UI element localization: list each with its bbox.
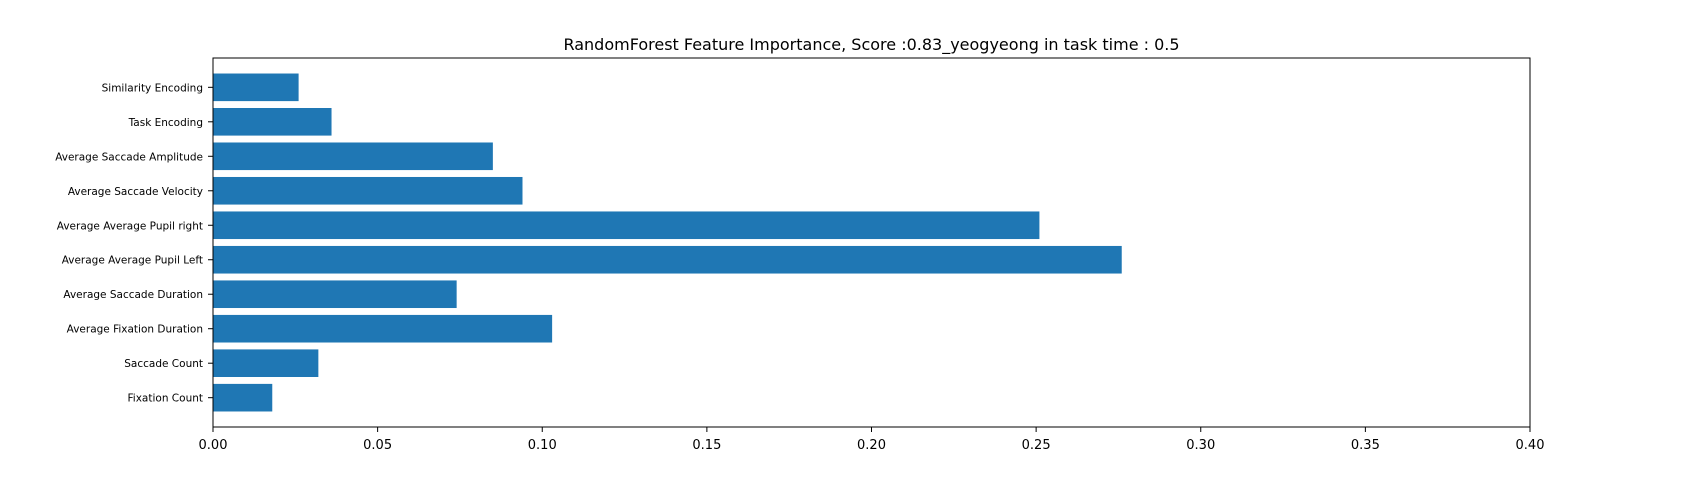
y-tick-label: Similarity Encoding <box>102 82 203 94</box>
y-tick-label: Average Saccade Velocity <box>68 186 203 198</box>
y-tick-label: Average Fixation Duration <box>67 324 203 336</box>
y-tick-label: Average Saccade Amplitude <box>55 151 203 163</box>
x-tick-label: 0.35 <box>1351 438 1380 453</box>
bar-average-saccade-velocity <box>213 176 523 205</box>
bar-average-fixation-duration <box>213 314 553 343</box>
x-tick-label: 0.20 <box>857 438 886 453</box>
x-tick-label: 0.25 <box>1022 438 1051 453</box>
bar-average-saccade-duration <box>213 280 457 309</box>
y-tick-label: Task Encoding <box>128 117 203 129</box>
bar-average-average-pupil-right <box>213 211 1040 240</box>
x-tick-label: 0.30 <box>1186 438 1215 453</box>
y-tick-label: Fixation Count <box>128 393 203 405</box>
bar-task-encoding <box>213 108 332 136</box>
bar-similarity-encoding <box>213 73 299 102</box>
x-tick-label: 0.05 <box>363 438 392 453</box>
x-tick-label: 0.40 <box>1516 438 1545 453</box>
bar-fixation-count <box>213 383 273 412</box>
x-axis-ticks: 0.00 0.05 0.10 0.15 0.20 0.25 0.30 0.35 0.40 <box>199 427 1545 453</box>
axes-frame <box>212 57 1531 428</box>
bar-average-average-pupil-left <box>213 245 1122 274</box>
bar-average-saccade-amplitude <box>213 142 493 171</box>
y-tick-label: Average Saccade Duration <box>63 289 203 301</box>
x-tick-label: 0.15 <box>692 438 721 453</box>
y-axis-ticks: Fixation Count Saccade Count Average Fixat… <box>55 82 213 405</box>
y-tick-label: Average Average Pupil Left <box>62 255 203 267</box>
bar-group <box>213 73 1122 412</box>
x-tick-label: 0.00 <box>199 438 228 453</box>
y-tick-label: Saccade Count <box>124 358 203 370</box>
x-tick-label: 0.10 <box>528 438 557 453</box>
bar-saccade-count <box>213 349 319 377</box>
chart-title: RandomForest Feature Importance, Score :… <box>563 35 1179 55</box>
y-tick-label: Average Average Pupil right <box>57 220 203 232</box>
